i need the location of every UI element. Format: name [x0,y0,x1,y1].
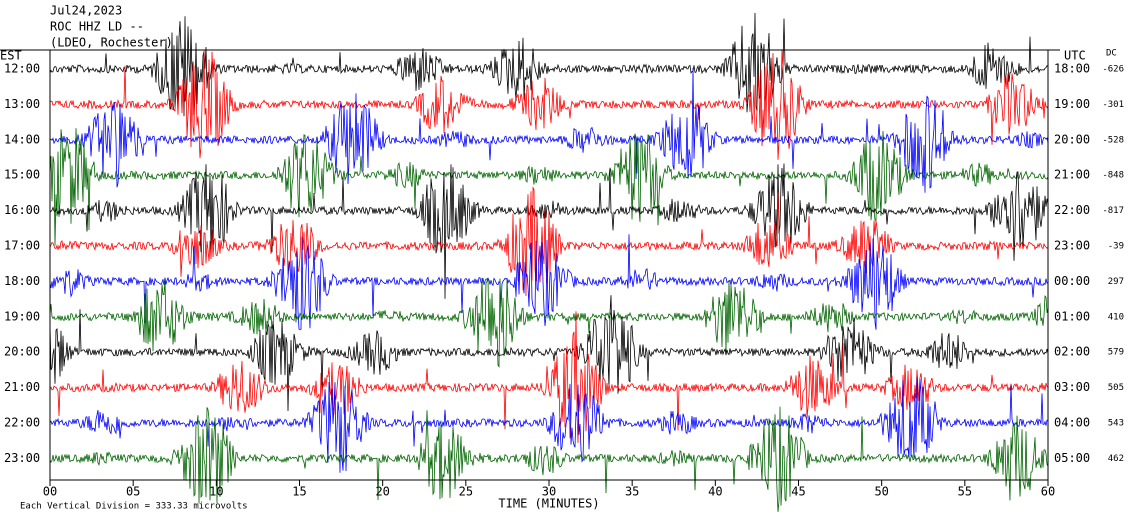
utc-label: 03:00 [1054,380,1090,394]
dc-label: -39 [1108,242,1124,252]
dc-label: -528 [1102,135,1124,145]
dc-label: -626 [1102,65,1124,75]
est-label: 15:00 [4,168,40,182]
utc-label: 20:00 [1054,132,1090,146]
x-tick-label: 10 [209,485,223,499]
x-axis-title: TIME (MINUTES) [498,497,599,511]
date: Jul24,2023 [50,4,122,18]
trace [49,234,1049,330]
utc-label: 00:00 [1054,274,1090,288]
trace [49,376,1049,473]
x-tick-label: 20 [375,485,389,499]
trace [49,163,1049,299]
utc-label: 04:00 [1054,416,1090,430]
utc-label: 01:00 [1054,309,1090,323]
dc-label: 543 [1108,419,1124,429]
dc-label: 579 [1108,348,1124,358]
trace [49,12,1049,117]
x-tick-label: 45 [791,485,805,499]
est-title: EST [0,49,22,63]
est-label: 19:00 [4,309,40,323]
est-label: 23:00 [4,451,40,465]
est-label: 16:00 [4,203,40,217]
est-label: 12:00 [4,62,40,76]
trace [49,295,1049,412]
utc-title: UTC [1064,49,1086,63]
trace [49,67,1049,193]
est-label: 17:00 [4,239,40,253]
dc-label: 297 [1108,277,1124,287]
utc-label: 05:00 [1054,451,1090,465]
traces [49,12,1049,512]
utc-label: 23:00 [1054,239,1090,253]
x-tick-label: 35 [625,485,639,499]
x-tick-label: 30 [542,485,556,499]
utc-label: 22:00 [1054,203,1090,217]
dc-label: -848 [1102,171,1124,181]
x-tick-label: 05 [126,485,140,499]
footer: Each Vertical Division = 333.33 microvol… [20,502,248,512]
trace [49,186,1049,297]
x-tick-label: 55 [958,485,972,499]
trace [49,311,1049,443]
trace [49,277,1049,368]
est-label: 21:00 [4,380,40,394]
est-label: 18:00 [4,274,40,288]
station: ROC HHZ LD -- [50,20,144,34]
dc-label: 505 [1108,383,1124,393]
utc-label: 02:00 [1054,345,1090,359]
trace [49,49,1049,160]
utc-label: 19:00 [1054,97,1090,111]
x-tick-label: 15 [292,485,306,499]
dc-label: 462 [1108,454,1124,464]
location: (LDEO, Rochester) [50,36,173,50]
dc-label: -817 [1102,206,1124,216]
x-tick-label: 40 [708,485,722,499]
dc-title: DC [1106,49,1117,59]
x-tick-label: 25 [459,485,473,499]
est-label: 14:00 [4,132,40,146]
est-label: 13:00 [4,97,40,111]
trace [49,406,1049,512]
dc-label: 410 [1108,312,1124,322]
utc-label: 18:00 [1054,62,1090,76]
est-label: 22:00 [4,416,40,430]
trace [49,128,1049,246]
x-tick-label: 60 [1041,485,1055,499]
x-tick-label: 50 [874,485,888,499]
dc-label: -301 [1102,100,1124,110]
x-tick-label: 00 [43,485,57,499]
utc-label: 21:00 [1054,168,1090,182]
est-label: 20:00 [4,345,40,359]
